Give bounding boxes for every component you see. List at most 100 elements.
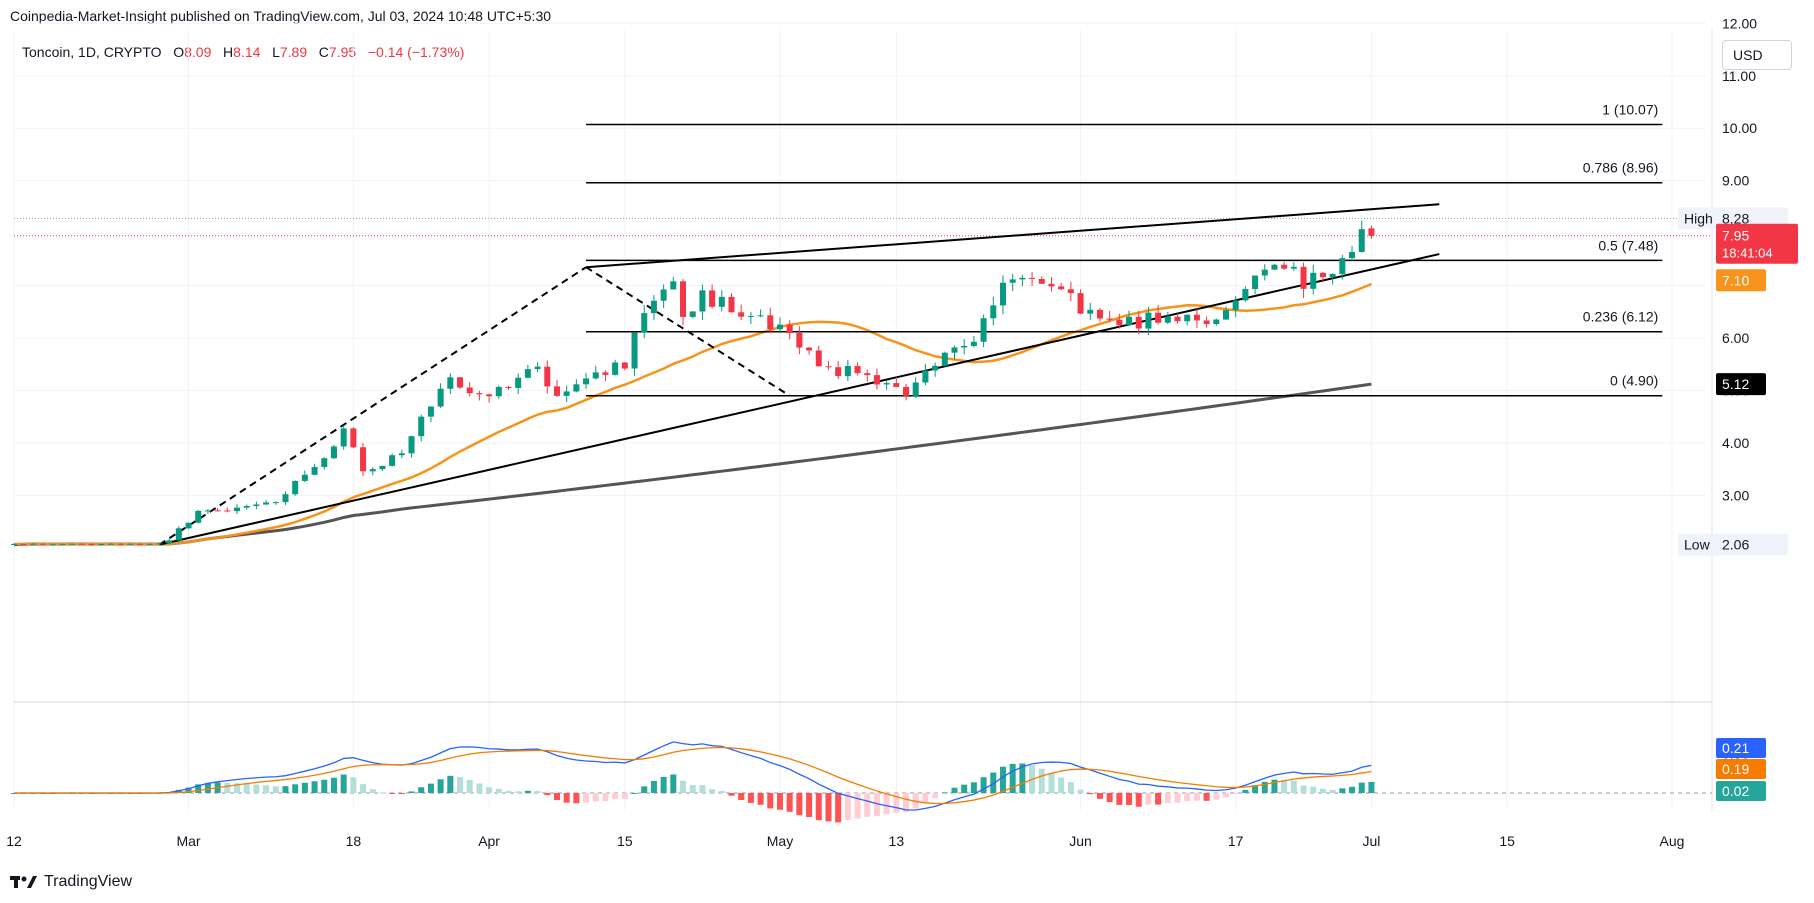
candle[interactable] (10, 543, 18, 545)
candle[interactable] (389, 453, 396, 467)
candle[interactable] (1126, 310, 1133, 326)
candle[interactable] (670, 276, 677, 290)
candle[interactable] (78, 543, 85, 545)
candle[interactable] (970, 335, 977, 348)
candle[interactable] (49, 543, 56, 546)
candle[interactable] (40, 543, 47, 545)
candle[interactable] (486, 393, 493, 403)
candle[interactable] (699, 284, 706, 321)
candle[interactable] (330, 444, 337, 460)
candle[interactable] (844, 359, 851, 382)
candle[interactable] (776, 317, 783, 334)
candle[interactable] (137, 543, 144, 545)
candle[interactable] (20, 543, 27, 545)
candle[interactable] (360, 443, 367, 477)
pullback-dashed[interactable] (585, 266, 791, 397)
candle[interactable] (883, 381, 890, 390)
candle[interactable] (117, 543, 124, 545)
candle[interactable] (505, 385, 512, 390)
candle[interactable] (1116, 313, 1123, 329)
candle[interactable] (476, 390, 483, 401)
candle[interactable] (1184, 314, 1191, 326)
candle[interactable] (961, 339, 968, 355)
candle[interactable] (1038, 276, 1045, 284)
upper-trendline[interactable] (585, 203, 1440, 269)
candle[interactable] (912, 377, 919, 399)
candle[interactable] (563, 385, 570, 402)
price-chart[interactable]: 1.618 (13.26)1 (10.07)0.786 (8.96)0.5 (7… (0, 0, 1814, 870)
candle[interactable] (524, 364, 531, 379)
candle[interactable] (728, 293, 735, 313)
candle[interactable] (825, 360, 832, 371)
candle[interactable] (534, 362, 541, 373)
candle[interactable] (1096, 307, 1103, 322)
candle[interactable] (369, 467, 376, 476)
candle[interactable] (864, 369, 871, 382)
candle[interactable] (612, 359, 619, 376)
candle[interactable] (457, 376, 464, 389)
candle[interactable] (166, 538, 173, 544)
candle[interactable] (272, 501, 279, 505)
candle[interactable] (292, 480, 299, 496)
candle[interactable] (932, 362, 939, 377)
candle[interactable] (495, 385, 502, 399)
rally-dashed[interactable] (158, 266, 587, 546)
candle[interactable] (631, 331, 638, 377)
candle[interactable] (573, 379, 580, 393)
candle[interactable] (1087, 302, 1094, 320)
candle[interactable] (941, 351, 948, 367)
currency-button[interactable]: USD (1722, 40, 1792, 70)
candle[interactable] (1349, 245, 1356, 261)
candle[interactable] (253, 501, 260, 510)
candle[interactable] (980, 314, 987, 348)
candle[interactable] (1077, 289, 1084, 315)
candle[interactable] (311, 463, 318, 476)
candle[interactable] (1213, 318, 1220, 326)
candle[interactable] (418, 414, 425, 442)
candle[interactable] (1368, 225, 1375, 239)
candle[interactable] (1155, 304, 1162, 325)
candle[interactable] (1271, 264, 1278, 270)
candle[interactable] (1106, 310, 1113, 323)
candle[interactable] (1019, 275, 1026, 287)
candle[interactable] (815, 345, 822, 367)
candle[interactable] (621, 361, 628, 371)
candle[interactable] (650, 294, 657, 321)
candle[interactable] (583, 372, 590, 390)
candle[interactable] (1193, 308, 1200, 329)
candle[interactable] (340, 425, 347, 450)
candle[interactable] (1242, 286, 1249, 302)
candle[interactable] (466, 382, 473, 397)
candle[interactable] (175, 526, 182, 543)
candle[interactable] (88, 543, 95, 546)
lower-trendline[interactable] (159, 253, 1440, 546)
candle[interactable] (350, 427, 357, 449)
candle[interactable] (1319, 271, 1326, 283)
candle[interactable] (1232, 295, 1239, 318)
candle[interactable] (592, 365, 599, 380)
candle[interactable] (107, 543, 114, 545)
tradingview-logo[interactable]: TradingView (10, 870, 132, 894)
candle[interactable] (951, 345, 958, 360)
candle[interactable] (1339, 254, 1346, 280)
candle[interactable] (1009, 273, 1016, 292)
candle[interactable] (873, 368, 880, 390)
candle[interactable] (1300, 262, 1307, 299)
candle[interactable] (243, 504, 250, 510)
candle[interactable] (515, 373, 522, 395)
candle[interactable] (854, 362, 861, 376)
candle[interactable] (1222, 306, 1229, 320)
candle[interactable] (1067, 281, 1074, 302)
candle[interactable] (903, 383, 910, 401)
candle[interactable] (195, 510, 202, 524)
candle[interactable] (69, 543, 76, 545)
candle[interactable] (127, 543, 134, 545)
candle[interactable] (786, 320, 793, 340)
candle[interactable] (1281, 261, 1288, 270)
candle[interactable] (641, 305, 648, 339)
candle[interactable] (234, 504, 241, 515)
candle[interactable] (156, 542, 163, 546)
candle[interactable] (1261, 264, 1268, 281)
candle[interactable] (767, 307, 774, 334)
candle[interactable] (709, 284, 716, 309)
